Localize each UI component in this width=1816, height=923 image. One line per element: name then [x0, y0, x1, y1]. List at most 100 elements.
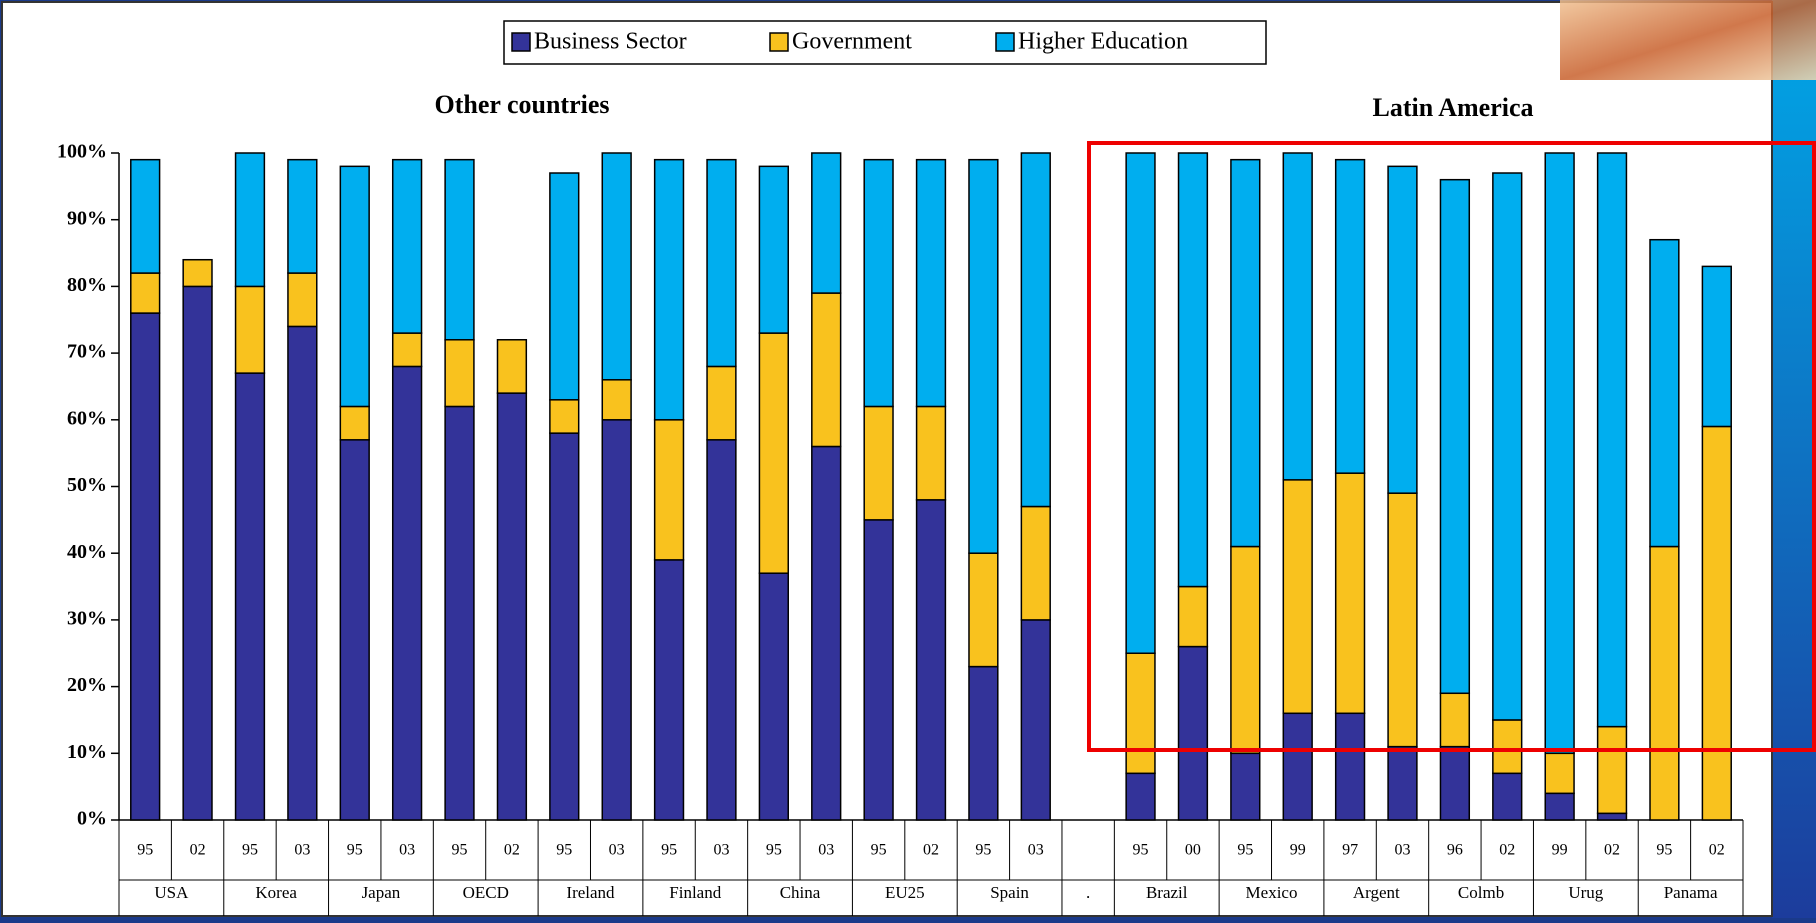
legend-box	[503, 20, 1267, 65]
y-tick-label: 10%	[67, 741, 107, 763]
legend: Business Sector Government Higher Educatio…	[503, 20, 1267, 65]
bar-segment	[601, 152, 632, 381]
bar-segment	[811, 152, 842, 294]
bar-segment	[1701, 425, 1732, 821]
bar-segment	[1020, 619, 1051, 821]
bar-segment	[706, 158, 737, 368]
bar-segment	[339, 439, 370, 821]
bar-segment	[601, 419, 632, 821]
bar-segment	[549, 432, 580, 821]
bar-segment	[391, 365, 423, 821]
group-label: OECD	[463, 883, 509, 902]
bar-segment	[549, 172, 580, 401]
legend-label: Government	[792, 29, 912, 55]
group-label: Spain	[990, 883, 1029, 902]
x-tick-label: 95	[975, 842, 991, 859]
bar-segment	[444, 158, 475, 341]
group-label: Urug	[1568, 883, 1603, 902]
bar-segment	[182, 258, 213, 288]
bar-segment	[1439, 178, 1471, 695]
x-tick-label: 02	[1499, 842, 1515, 859]
bar-segment	[1334, 712, 1366, 821]
x-tick-label: 95	[556, 842, 572, 859]
group-label: Japan	[362, 883, 401, 902]
bar-segment	[1334, 158, 1366, 474]
y-tick-label: 20%	[67, 674, 107, 696]
x-tick-label: 95	[1656, 842, 1672, 859]
bar-segment	[182, 285, 213, 821]
bar-segment	[1282, 479, 1313, 715]
bar-segment	[1020, 505, 1051, 621]
corner-image	[1560, 0, 1816, 80]
bar-segment	[391, 158, 423, 334]
x-tick-label: 95	[1133, 842, 1149, 859]
bar-segment	[1492, 172, 1523, 721]
bar-segment	[1544, 752, 1575, 795]
bar-segment	[653, 559, 685, 821]
x-tick-label: 00	[1185, 842, 1201, 859]
bar-segment	[234, 372, 266, 821]
y-tick-label: 80%	[67, 274, 107, 296]
bar-segment	[1230, 545, 1261, 755]
bar-segment	[391, 332, 423, 368]
y-tick-label: 0%	[77, 808, 107, 830]
bar-segment	[130, 158, 161, 274]
bar-segment	[549, 399, 580, 434]
legend-swatch	[769, 32, 789, 52]
bar-segment	[758, 165, 789, 334]
bar-segment	[339, 405, 370, 441]
bar-segment	[1649, 545, 1680, 821]
bar-segment	[863, 519, 894, 821]
bar-segment	[234, 152, 266, 288]
x-tick-label: 95	[452, 842, 468, 859]
y-tick-label: 60%	[67, 407, 107, 429]
x-tick-label: 03	[294, 842, 310, 859]
bar-segment	[1596, 812, 1628, 821]
x-tick-label: 03	[713, 842, 729, 859]
bar-segment	[1230, 158, 1261, 548]
bar-segment	[758, 332, 789, 574]
group-label: Finland	[669, 883, 721, 902]
bar-segment	[968, 158, 999, 554]
x-tick-label: 03	[1028, 842, 1044, 859]
x-tick-label: 99	[1552, 842, 1568, 859]
group-label: USA	[154, 883, 189, 902]
section-title: Latin America	[1372, 93, 1533, 122]
bar-segment	[968, 665, 999, 821]
bar-segment	[1596, 725, 1628, 815]
group-label: Argent	[1353, 883, 1400, 902]
bar-segment	[1230, 752, 1261, 821]
bar-segment	[915, 499, 947, 821]
bar-segment	[863, 405, 894, 521]
bar-segment	[444, 405, 475, 821]
bar-segment	[496, 339, 528, 394]
bar-segment	[1177, 152, 1209, 588]
x-tick-label: 03	[818, 842, 834, 859]
x-tick-label: 95	[766, 842, 782, 859]
bar-segment	[339, 165, 370, 408]
legend-swatch	[995, 32, 1015, 52]
group-label: China	[780, 883, 821, 902]
legend-label: Business Sector	[534, 29, 687, 55]
plot: 0% 10% 20% 30% 40% 50% 60% 70% 80% 90% 100% 95 02 95 0…	[57, 141, 1744, 916]
group-label: Mexico	[1246, 883, 1298, 902]
x-tick-label: 03	[1394, 842, 1410, 859]
bar-segment	[811, 292, 842, 448]
group-label: Brazil	[1146, 883, 1188, 902]
bar-segment	[1544, 152, 1575, 755]
y-tick-label: 30%	[67, 607, 107, 629]
bar-segment	[1596, 152, 1628, 728]
y-tick-label: 90%	[67, 207, 107, 229]
y-tick-label: 40%	[67, 541, 107, 563]
bar-segment	[1439, 692, 1471, 748]
bar-segment	[444, 339, 475, 408]
x-tick-label: 02	[1604, 842, 1620, 859]
bar-segment	[653, 158, 685, 421]
bar-segment	[1125, 152, 1156, 654]
bar-segment	[1177, 645, 1209, 821]
bar-segment	[1387, 492, 1418, 748]
x-tick-label: 02	[190, 842, 206, 859]
bar-segment	[1020, 152, 1051, 508]
bar-segment	[915, 158, 947, 408]
